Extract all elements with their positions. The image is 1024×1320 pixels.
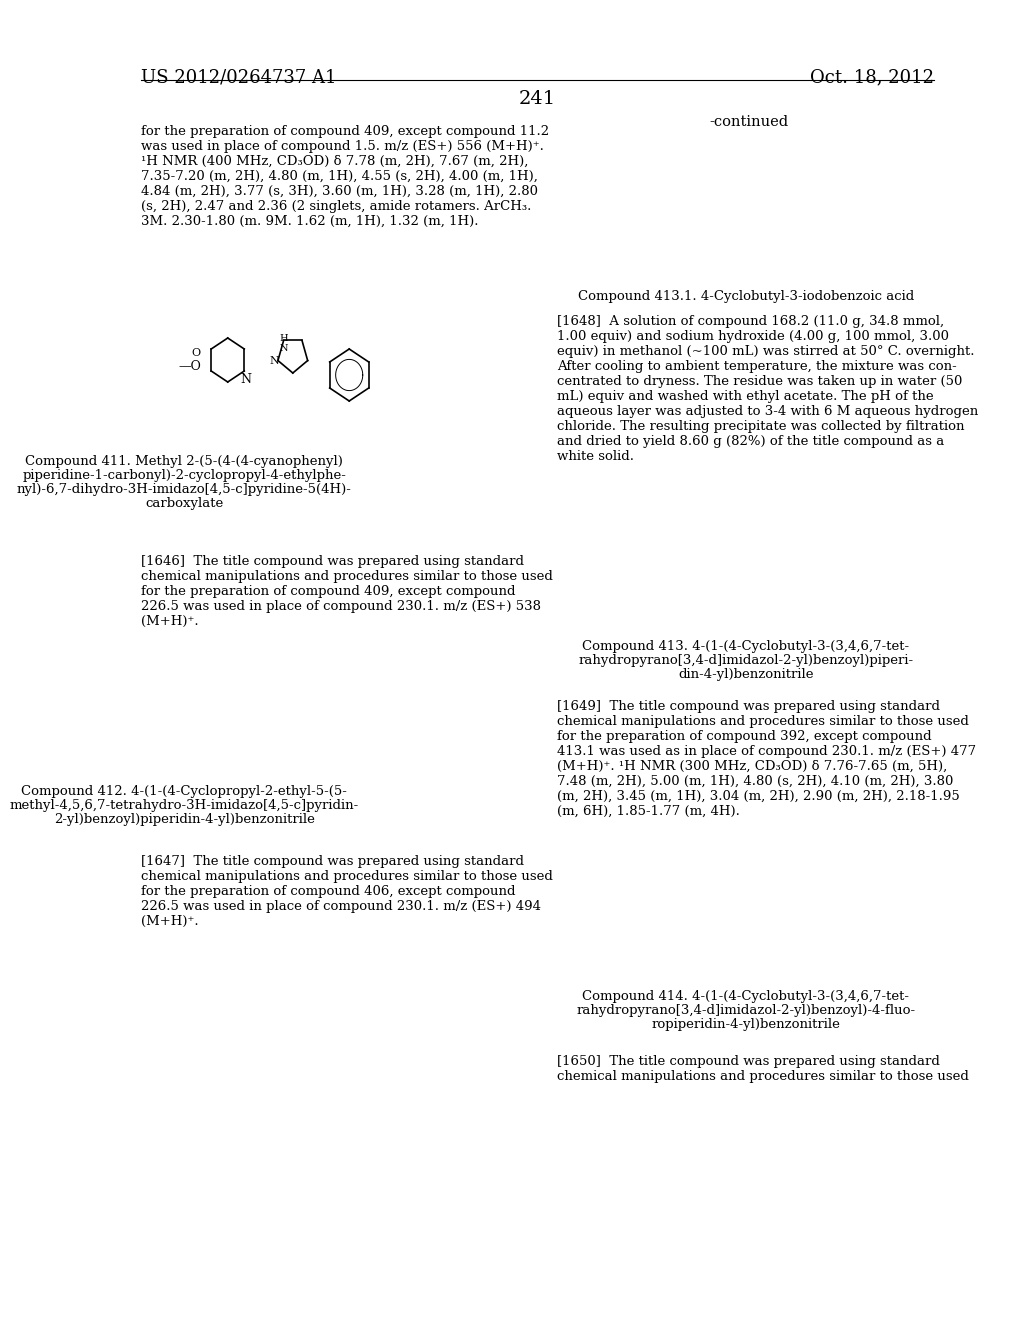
Text: O: O [191,348,201,358]
Text: for the preparation of compound 406, except compound: for the preparation of compound 406, exc… [141,884,515,898]
Text: equiv) in methanol (~100 mL) was stirred at 50° C. overnight.: equiv) in methanol (~100 mL) was stirred… [557,345,975,358]
Text: Compound 412. 4-(1-(4-Cyclopropyl-2-ethyl-5-(5-: Compound 412. 4-(1-(4-Cyclopropyl-2-ethy… [22,785,347,799]
Text: (m, 6H), 1.85-1.77 (m, 4H).: (m, 6H), 1.85-1.77 (m, 4H). [557,805,740,818]
Text: (M+H)⁺. ¹H NMR (300 MHz, CD₃OD) δ 7.76-7.65 (m, 5H),: (M+H)⁺. ¹H NMR (300 MHz, CD₃OD) δ 7.76-7… [557,760,947,774]
Text: N: N [269,355,280,366]
Text: 3M. 2.30-1.80 (m. 9M. 1.62 (m, 1H), 1.32 (m, 1H).: 3M. 2.30-1.80 (m. 9M. 1.62 (m, 1H), 1.32… [141,215,478,228]
Text: nyl)-6,7-dihydro-3H-imidazo[4,5-c]pyridine-5(4H)-: nyl)-6,7-dihydro-3H-imidazo[4,5-c]pyridi… [17,483,352,496]
Text: 226.5 was used in place of compound 230.1. m/z (ES+) 538: 226.5 was used in place of compound 230.… [141,601,541,612]
Text: for the preparation of compound 409, except compound: for the preparation of compound 409, exc… [141,585,515,598]
Text: for the preparation of compound 409, except compound 11.2: for the preparation of compound 409, exc… [141,125,549,139]
Text: [1650]  The title compound was prepared using standard: [1650] The title compound was prepared u… [557,1055,940,1068]
Text: (m, 2H), 3.45 (m, 1H), 3.04 (m, 2H), 2.90 (m, 2H), 2.18-1.95: (m, 2H), 3.45 (m, 1H), 3.04 (m, 2H), 2.9… [557,789,961,803]
Text: was used in place of compound 1.5. m/z (ES+) 556 (M+H)⁺.: was used in place of compound 1.5. m/z (… [141,140,544,153]
Text: Compound 414. 4-(1-(4-Cyclobutyl-3-(3,4,6,7-tet-: Compound 414. 4-(1-(4-Cyclobutyl-3-(3,4,… [583,990,909,1003]
Text: piperidine-1-carbonyl)-2-cyclopropyl-4-ethylphe-: piperidine-1-carbonyl)-2-cyclopropyl-4-e… [23,469,346,482]
Text: [1646]  The title compound was prepared using standard: [1646] The title compound was prepared u… [141,554,524,568]
Text: methyl-4,5,6,7-tetrahydro-3H-imidazo[4,5-c]pyridin-: methyl-4,5,6,7-tetrahydro-3H-imidazo[4,5… [10,799,359,812]
Text: 226.5 was used in place of compound 230.1. m/z (ES+) 494: 226.5 was used in place of compound 230.… [141,900,541,913]
Text: rahydropyrano[3,4-d]imidazol-2-yl)benzoyl)-4-fluo-: rahydropyrano[3,4-d]imidazol-2-yl)benzoy… [577,1005,915,1016]
Text: 7.35-7.20 (m, 2H), 4.80 (m, 1H), 4.55 (s, 2H), 4.00 (m, 1H),: 7.35-7.20 (m, 2H), 4.80 (m, 1H), 4.55 (s… [141,170,538,183]
Text: din-4-yl)benzonitrile: din-4-yl)benzonitrile [678,668,813,681]
Text: chemical manipulations and procedures similar to those used: chemical manipulations and procedures si… [141,570,553,583]
Text: Oct. 18, 2012: Oct. 18, 2012 [810,69,934,86]
Text: chemical manipulations and procedures similar to those used: chemical manipulations and procedures si… [557,715,970,729]
Text: [1647]  The title compound was prepared using standard: [1647] The title compound was prepared u… [141,855,524,869]
Text: -continued: -continued [710,115,788,129]
Text: (s, 2H), 2.47 and 2.36 (2 singlets, amide rotamers. ArCH₃.: (s, 2H), 2.47 and 2.36 (2 singlets, amid… [141,201,531,213]
Text: 241: 241 [519,90,556,108]
Text: (M+H)⁺.: (M+H)⁺. [141,915,199,928]
Text: 7.48 (m, 2H), 5.00 (m, 1H), 4.80 (s, 2H), 4.10 (m, 2H), 3.80: 7.48 (m, 2H), 5.00 (m, 1H), 4.80 (s, 2H)… [557,775,953,788]
Text: Compound 411. Methyl 2-(5-(4-(4-cyanophenyl): Compound 411. Methyl 2-(5-(4-(4-cyanophe… [26,455,343,469]
Text: 1.00 equiv) and sodium hydroxide (4.00 g, 100 mmol, 3.00: 1.00 equiv) and sodium hydroxide (4.00 g… [557,330,949,343]
Text: After cooling to ambient temperature, the mixture was con-: After cooling to ambient temperature, th… [557,360,957,374]
Text: 2-yl)benzoyl)piperidin-4-yl)benzonitrile: 2-yl)benzoyl)piperidin-4-yl)benzonitrile [54,813,314,826]
Text: (M+H)⁺.: (M+H)⁺. [141,615,199,628]
Text: [1648]  A solution of compound 168.2 (11.0 g, 34.8 mmol,: [1648] A solution of compound 168.2 (11.… [557,315,944,327]
Text: H
N: H N [280,334,288,354]
Text: ¹H NMR (400 MHz, CD₃OD) δ 7.78 (m, 2H), 7.67 (m, 2H),: ¹H NMR (400 MHz, CD₃OD) δ 7.78 (m, 2H), … [141,154,528,168]
Text: centrated to dryness. The residue was taken up in water (50: centrated to dryness. The residue was ta… [557,375,963,388]
Text: rahydropyrano[3,4-d]imidazol-2-yl)benzoyl)piperi-: rahydropyrano[3,4-d]imidazol-2-yl)benzoy… [579,653,913,667]
Text: aqueous layer was adjusted to 3-4 with 6 M aqueous hydrogen: aqueous layer was adjusted to 3-4 with 6… [557,405,979,418]
Text: 413.1 was used as in place of compound 230.1. m/z (ES+) 477: 413.1 was used as in place of compound 2… [557,744,977,758]
Text: US 2012/0264737 A1: US 2012/0264737 A1 [141,69,337,86]
Text: chloride. The resulting precipitate was collected by filtration: chloride. The resulting precipitate was … [557,420,965,433]
Text: N: N [241,372,252,385]
Text: ropiperidin-4-yl)benzonitrile: ropiperidin-4-yl)benzonitrile [651,1018,840,1031]
Text: carboxylate: carboxylate [145,498,223,510]
Text: for the preparation of compound 392, except compound: for the preparation of compound 392, exc… [557,730,932,743]
Text: Compound 413. 4-(1-(4-Cyclobutyl-3-(3,4,6,7-tet-: Compound 413. 4-(1-(4-Cyclobutyl-3-(3,4,… [583,640,909,653]
Text: and dried to yield 8.60 g (82%) of the title compound as a: and dried to yield 8.60 g (82%) of the t… [557,436,945,447]
Text: white solid.: white solid. [557,450,635,463]
Text: —O: —O [178,359,201,372]
Text: Compound 413.1. 4-Cyclobutyl-3-iodobenzoic acid: Compound 413.1. 4-Cyclobutyl-3-iodobenzo… [578,290,913,304]
Text: [1649]  The title compound was prepared using standard: [1649] The title compound was prepared u… [557,700,940,713]
Text: chemical manipulations and procedures similar to those used: chemical manipulations and procedures si… [557,1071,970,1082]
Text: mL) equiv and washed with ethyl acetate. The pH of the: mL) equiv and washed with ethyl acetate.… [557,389,934,403]
Text: chemical manipulations and procedures similar to those used: chemical manipulations and procedures si… [141,870,553,883]
Text: 4.84 (m, 2H), 3.77 (s, 3H), 3.60 (m, 1H), 3.28 (m, 1H), 2.80: 4.84 (m, 2H), 3.77 (s, 3H), 3.60 (m, 1H)… [141,185,538,198]
